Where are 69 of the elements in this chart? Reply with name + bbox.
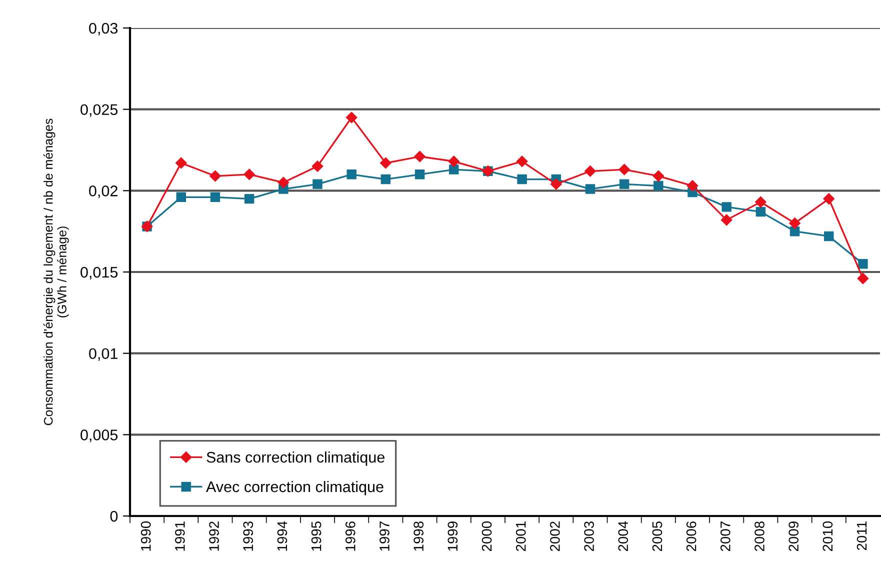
x-tick-label: 1991: [175, 522, 185, 551]
point: [210, 170, 221, 182]
point: [652, 170, 664, 182]
point: [176, 192, 186, 202]
point: [449, 164, 459, 174]
x-tick-label: 1992: [209, 522, 219, 551]
x-tick-label: 2004: [618, 521, 628, 552]
point: [686, 180, 698, 192]
point: [244, 194, 254, 204]
point: [244, 168, 255, 180]
x-tick-label: 1999: [448, 522, 458, 551]
point: [654, 180, 664, 191]
point: [278, 176, 290, 188]
y-tick-label: 0,03: [89, 22, 118, 36]
x-tick-label: 2010: [822, 521, 833, 552]
point: [414, 170, 425, 180]
point: [619, 179, 630, 190]
point: [346, 112, 358, 124]
point: [858, 259, 868, 269]
point: [210, 192, 220, 202]
x-tick-label: 2001: [516, 522, 526, 552]
x-tick-label: 2005: [652, 521, 662, 552]
x-tick-label: 2011: [856, 522, 867, 550]
point: [789, 218, 800, 229]
x-tick-label: 1995: [311, 521, 322, 551]
x-tick-label: 2002: [550, 522, 560, 552]
point: [380, 174, 391, 184]
y-tick-label: 0,025: [80, 104, 118, 117]
x-tick-label: 1993: [243, 521, 254, 551]
point: [550, 178, 562, 190]
point: [823, 193, 834, 204]
y-tick-label: 0,02: [89, 186, 118, 198]
x-tick-label: 1996: [345, 521, 356, 551]
x-tick-label: 2000: [482, 521, 492, 552]
point: [414, 150, 426, 162]
point: [755, 196, 766, 208]
x-tick-label: 1998: [414, 521, 424, 551]
x-tick-label: 2009: [788, 522, 798, 552]
x-tick-label: 2008: [754, 521, 764, 552]
point: [584, 166, 596, 177]
point: [824, 231, 834, 242]
y-axis-title: Consommation d'énergie du logement / nb de ménages (GWh / ménage): [43, 118, 69, 426]
y-tick-label: 0,015: [80, 266, 118, 280]
point: [176, 157, 187, 169]
x-tick-label: 2006: [686, 521, 696, 552]
point: [312, 160, 324, 172]
point: [380, 157, 392, 169]
point: [448, 156, 460, 167]
point: [312, 179, 322, 190]
legend-label: Avec correction climatique: [206, 480, 384, 496]
point: [346, 170, 356, 180]
point: [618, 164, 630, 176]
point: [722, 202, 732, 212]
y-tick-label: 0: [110, 510, 118, 522]
x-tick-label: 1990: [140, 521, 151, 551]
x-tick-label: 1994: [277, 521, 288, 551]
x-tick-label: 2007: [720, 522, 730, 552]
point: [857, 272, 869, 284]
x-tick-label: 1997: [380, 522, 390, 551]
point: [517, 174, 527, 184]
point: [790, 226, 800, 236]
x-tick-label: 2003: [584, 521, 594, 552]
point: [516, 156, 528, 167]
legend-label: Sans correction climatique: [206, 451, 384, 466]
y-tick-label: 0,005: [80, 430, 118, 442]
point: [756, 206, 766, 217]
point: [585, 184, 596, 194]
y-tick-label: 0,01: [89, 348, 118, 361]
point: [720, 214, 732, 226]
